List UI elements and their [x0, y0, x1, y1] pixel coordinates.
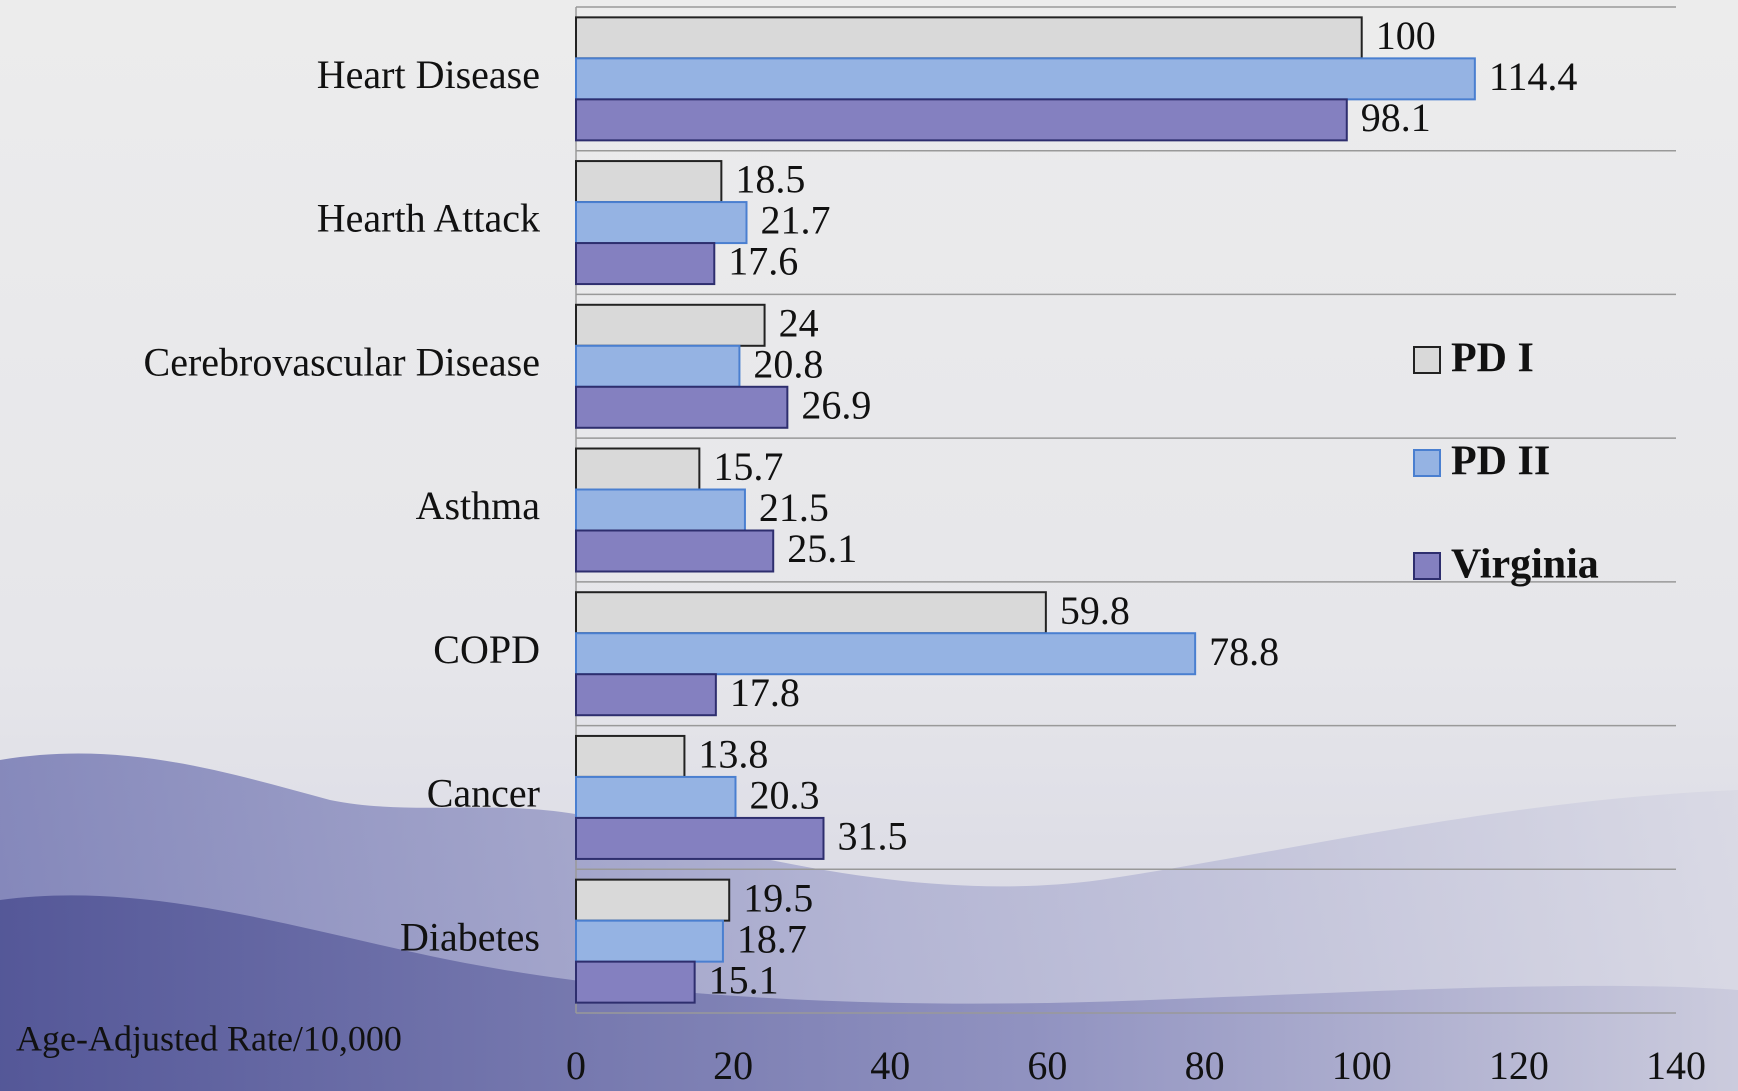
data-label: 17.6 — [728, 239, 798, 284]
legend-label: PD II — [1451, 439, 1550, 485]
data-label: 15.7 — [713, 444, 783, 489]
bar — [576, 58, 1475, 99]
y-tick-label: COPD — [433, 627, 540, 672]
legend-label: PD I — [1451, 336, 1534, 382]
legend-swatch — [1414, 347, 1440, 373]
bar — [576, 387, 787, 428]
x-tick-label: 100 — [1332, 1043, 1392, 1088]
data-label: 59.8 — [1060, 588, 1130, 633]
x-tick-label: 20 — [713, 1043, 753, 1088]
data-label: 31.5 — [838, 814, 908, 859]
bar — [576, 674, 716, 715]
data-label: 18.5 — [735, 157, 805, 202]
data-label: 21.7 — [761, 198, 831, 243]
bar — [576, 161, 721, 202]
data-label: 21.5 — [759, 485, 829, 530]
data-label: 20.3 — [750, 773, 820, 818]
bar — [576, 305, 765, 346]
x-tick-label: 120 — [1489, 1043, 1549, 1088]
data-label: 18.7 — [737, 916, 807, 961]
data-label: 100 — [1376, 13, 1436, 58]
data-label: 26.9 — [801, 382, 871, 427]
data-label: 98.1 — [1361, 95, 1431, 140]
bar — [576, 777, 736, 818]
y-tick-label: Cancer — [427, 771, 540, 816]
bar — [576, 449, 699, 490]
y-tick-label: Asthma — [416, 483, 541, 528]
bar — [576, 880, 729, 921]
bar — [576, 818, 824, 859]
data-label: 17.8 — [730, 670, 800, 715]
data-label: 25.1 — [787, 526, 857, 571]
data-label: 24 — [779, 300, 819, 345]
bar — [576, 99, 1347, 140]
x-tick-label: 60 — [1027, 1043, 1067, 1088]
data-label: 78.8 — [1209, 629, 1279, 674]
legend-swatch — [1414, 450, 1440, 476]
bar — [576, 243, 714, 284]
bar — [576, 736, 684, 777]
axis-label: Age-Adjusted Rate/10,000 — [16, 1018, 402, 1058]
x-tick-label: 0 — [566, 1043, 586, 1088]
data-label: 19.5 — [743, 875, 813, 920]
y-tick-label: Cerebrovascular Disease — [144, 339, 540, 384]
bar — [576, 962, 695, 1003]
bar — [576, 531, 773, 572]
y-tick-label: Heart Disease — [317, 52, 540, 97]
y-tick-label: Hearth Attack — [317, 196, 540, 241]
bar — [576, 17, 1362, 58]
data-label: 15.1 — [709, 957, 779, 1002]
data-label: 114.4 — [1489, 54, 1578, 99]
x-tick-label: 140 — [1646, 1043, 1706, 1088]
legend-swatch — [1414, 553, 1440, 579]
bar — [576, 592, 1046, 633]
x-tick-label: 40 — [870, 1043, 910, 1088]
data-label: 13.8 — [698, 732, 768, 777]
bar — [576, 346, 739, 387]
bar — [576, 921, 723, 962]
data-label: 20.8 — [753, 341, 823, 386]
chart: Age-Adjusted Rate/10,000 0 20 40 60 80 100 120… — [0, 0, 1738, 1091]
bar — [576, 490, 745, 531]
y-tick-label: Diabetes — [400, 914, 540, 959]
bar — [576, 202, 747, 243]
x-tick-label: 80 — [1185, 1043, 1225, 1088]
bar — [576, 633, 1195, 674]
legend-label: Virginia — [1451, 542, 1599, 588]
